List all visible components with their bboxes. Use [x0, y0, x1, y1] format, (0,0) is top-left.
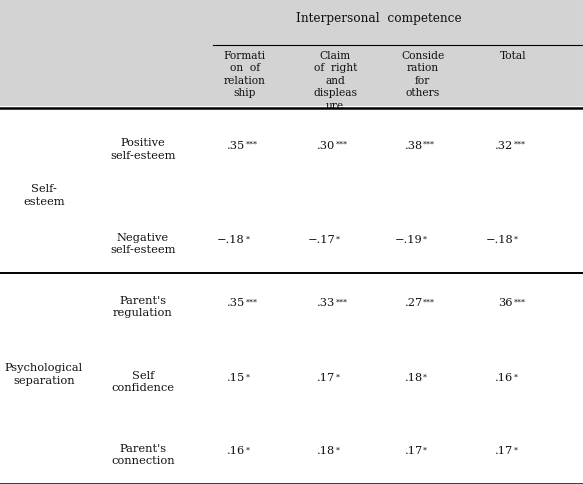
Text: Psychological
separation: Psychological separation [5, 363, 83, 385]
Text: Conside
ration
for
others: Conside ration for others [401, 51, 444, 98]
Text: .33: .33 [317, 298, 335, 308]
Text: ***: *** [423, 140, 436, 148]
Text: −.18: −.18 [485, 235, 513, 245]
Text: Self-
esteem: Self- esteem [23, 183, 65, 206]
Text: .17: .17 [405, 445, 423, 455]
Text: Parent's
regulation: Parent's regulation [113, 295, 173, 318]
Text: 36: 36 [498, 298, 513, 308]
Text: Formati
on  of
relation
ship: Formati on of relation ship [224, 51, 266, 98]
Text: ***: *** [245, 140, 258, 148]
Text: *: * [423, 235, 427, 242]
Text: .18: .18 [405, 373, 423, 383]
Text: Positive
self-esteem: Positive self-esteem [110, 138, 175, 160]
Text: .18: .18 [317, 445, 335, 455]
Text: ***: *** [423, 298, 436, 305]
Text: Claim
of  right
and
displeas
ure: Claim of right and displeas ure [313, 51, 357, 110]
Text: *: * [336, 445, 340, 453]
Text: Total: Total [500, 51, 526, 61]
Text: Negative
self-esteem: Negative self-esteem [110, 232, 175, 255]
Text: *: * [336, 373, 340, 380]
Text: *: * [245, 235, 250, 242]
Text: *: * [514, 445, 518, 453]
Text: .17: .17 [317, 373, 335, 383]
Text: ***: *** [336, 298, 348, 305]
Text: .16: .16 [227, 445, 245, 455]
Text: ***: *** [336, 140, 348, 148]
Text: *: * [336, 235, 340, 242]
Text: Self
confidence: Self confidence [111, 370, 174, 393]
Text: .16: .16 [495, 373, 513, 383]
Text: −.17: −.17 [307, 235, 335, 245]
Text: *: * [514, 373, 518, 380]
Text: ***: *** [514, 298, 526, 305]
Text: .17: .17 [495, 445, 513, 455]
Text: Interpersonal  competence: Interpersonal competence [296, 12, 462, 25]
Text: .32: .32 [495, 140, 513, 151]
Text: *: * [423, 373, 427, 380]
Text: .27: .27 [405, 298, 423, 308]
Text: *: * [514, 235, 518, 242]
Text: −.18: −.18 [217, 235, 245, 245]
Text: .35: .35 [227, 298, 245, 308]
Text: .30: .30 [317, 140, 335, 151]
Text: −.19: −.19 [395, 235, 423, 245]
Text: .35: .35 [227, 140, 245, 151]
Text: ***: *** [245, 298, 258, 305]
Text: .38: .38 [405, 140, 423, 151]
Text: .15: .15 [227, 373, 245, 383]
Text: Parent's
connection: Parent's connection [111, 443, 175, 465]
Text: *: * [423, 445, 427, 453]
Text: *: * [245, 445, 250, 453]
Text: *: * [245, 373, 250, 380]
Text: ***: *** [514, 140, 526, 148]
